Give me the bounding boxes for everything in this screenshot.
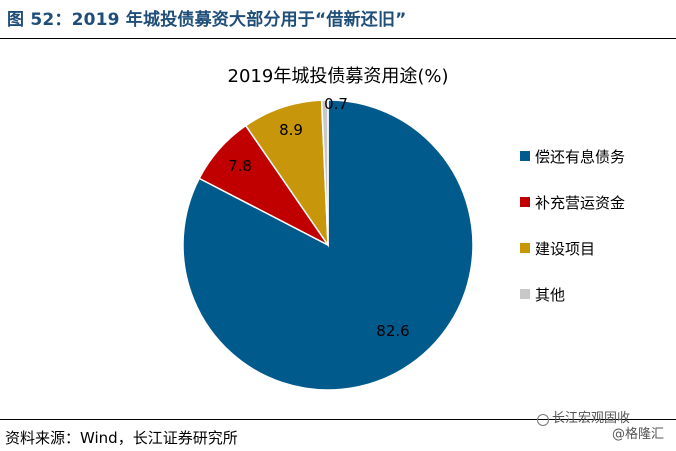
legend-item: 建设项目 (520, 238, 625, 258)
legend-label: 其他 (535, 285, 566, 304)
slice-label: 8.9 (279, 121, 303, 139)
pie-slice (244, 99, 329, 248)
watermark: 长江宏观固收 @格隆汇 (514, 411, 664, 443)
source-note: 资料来源：Wind，长江证券研究所 (5, 429, 238, 447)
pie-slice (320, 99, 329, 246)
legend-swatch (520, 289, 530, 299)
legend-item: 偿还有息债务 (520, 146, 625, 166)
legend-swatch (520, 243, 530, 253)
legend-swatch (520, 197, 530, 207)
chart-title: 2019年城投债募资用途(%) (228, 66, 449, 87)
wechat-icon (537, 414, 549, 426)
slice-label: 7.8 (228, 157, 252, 175)
legend-label: 补充营运资金 (535, 193, 626, 212)
figure-title: 图 52：2019 年城投债募资大部分用于“借新还旧” (7, 10, 407, 30)
legend-item: 补充营运资金 (520, 192, 625, 212)
slice-label: 0.7 (324, 95, 348, 113)
pie-chart: 2019年城投债募资用途(%) 82.6 7.8 8.9 0.7 (182, 66, 474, 391)
legend-label: 偿还有息债务 (535, 147, 626, 166)
chart-legend: 偿还有息债务 补充营运资金 建设项目其他 (520, 146, 625, 330)
legend-label: 建设项目 (535, 239, 596, 258)
watermark-line1: 长江宏观固收 (552, 411, 631, 426)
slice-label: 82.6 (376, 322, 409, 340)
pie-slice (182, 99, 474, 391)
bottom-rule (0, 419, 676, 420)
legend-swatch (520, 151, 530, 161)
legend-item: 其他 (520, 284, 625, 304)
top-rule (0, 38, 676, 39)
watermark-line2: @格隆汇 (612, 427, 665, 442)
